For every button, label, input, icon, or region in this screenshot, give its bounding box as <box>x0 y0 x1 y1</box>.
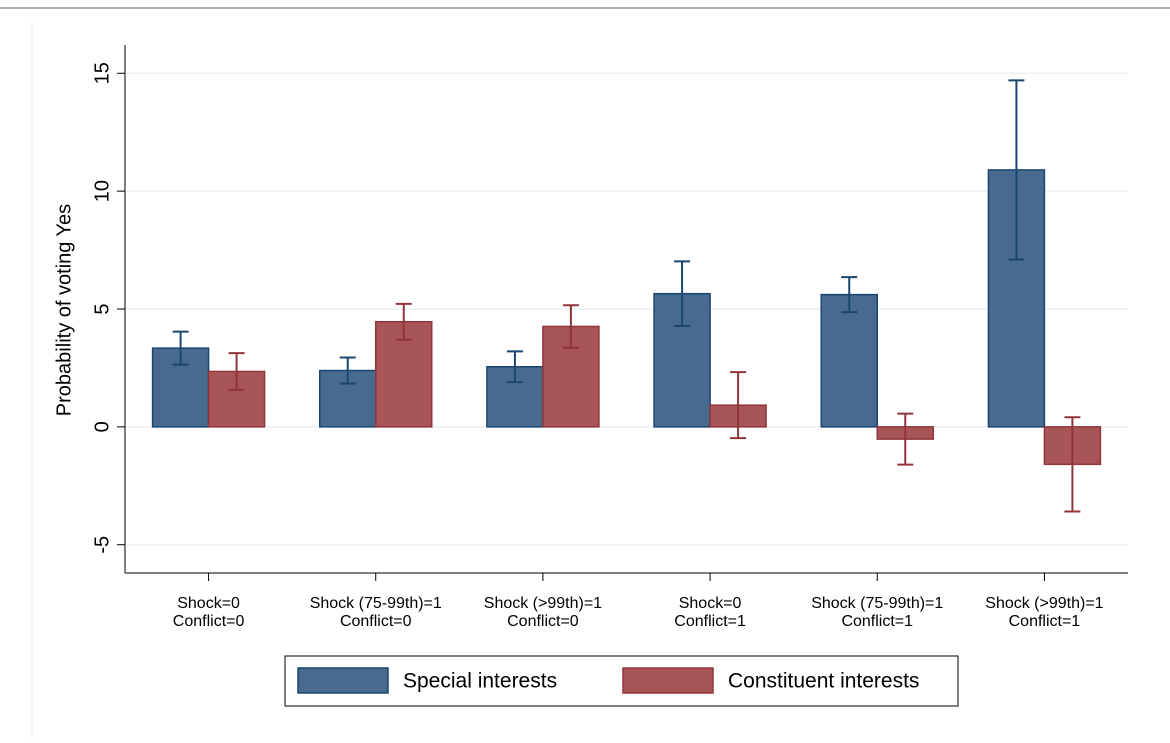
y-tick-label: 10 <box>91 180 113 202</box>
error-bar <box>897 412 914 466</box>
y-tick-label: -5 <box>91 536 113 554</box>
error-bar <box>506 350 523 384</box>
legend-swatch <box>297 667 389 694</box>
error-bar <box>228 352 245 391</box>
error-bar <box>339 356 356 385</box>
error-bar <box>395 302 412 341</box>
x-tick-label: Shock (75-99th)=1 <box>310 595 442 612</box>
x-tick-label: Shock (75-99th)=1 <box>811 595 943 612</box>
error-bar <box>730 371 747 440</box>
x-tick-label: Conflict=1 <box>674 613 746 630</box>
x-tick-label: Shock (>99th)=1 <box>484 595 602 612</box>
x-tick-label: Shock (>99th)=1 <box>985 595 1103 612</box>
error-bar <box>1008 79 1025 261</box>
y-tick-label: 5 <box>91 303 113 314</box>
x-tick-label: Shock=0 <box>679 595 742 612</box>
error-bar <box>841 276 858 314</box>
legend <box>284 655 959 707</box>
y-tick-label: 15 <box>91 62 113 84</box>
x-tick-label: Conflict=1 <box>841 613 913 630</box>
error-bar <box>562 304 579 349</box>
y-axis-title: Probability of voting Yes <box>53 204 75 416</box>
error-bar <box>1064 416 1081 513</box>
x-tick-label: Conflict=0 <box>173 613 245 630</box>
legend-swatch <box>622 667 714 694</box>
legend-label: Special interests <box>403 670 557 693</box>
x-tick-label: Conflict=1 <box>1009 613 1081 630</box>
bar <box>820 293 878 428</box>
y-tick-label: 0 <box>91 421 113 432</box>
x-tick-label: Conflict=0 <box>340 613 412 630</box>
error-bar <box>172 330 189 366</box>
x-tick-label: Shock=0 <box>177 595 240 612</box>
legend-label: Constituent interests <box>728 670 919 693</box>
bar <box>653 292 711 428</box>
error-bar <box>674 260 691 327</box>
x-tick-label: Conflict=0 <box>507 613 579 630</box>
